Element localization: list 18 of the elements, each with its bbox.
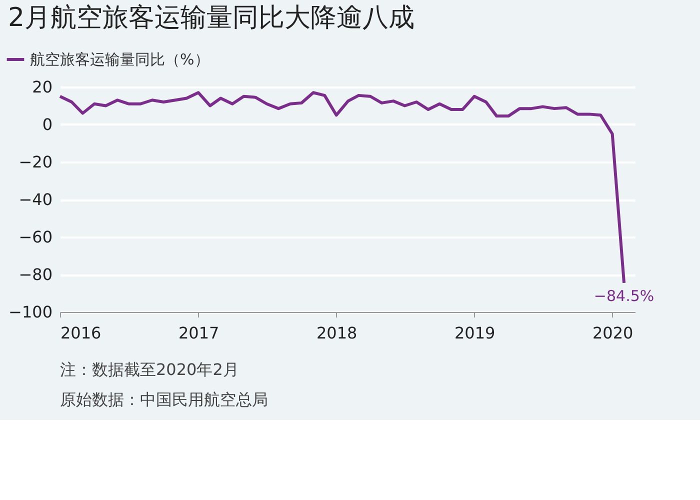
text: 原始数据：中国民用航空总局 (60, 390, 268, 409)
chart-title: 2月航空旅客运输量同比大降逾八成 (8, 3, 415, 33)
x-tick-label: 2016 (60, 324, 102, 342)
y-tick-label: 20 (32, 78, 52, 96)
y-tick-label: −100 (8, 302, 52, 322)
legend-label: 航空旅客运输量同比（%） (30, 50, 210, 68)
y-tick-label: −20 (18, 152, 52, 172)
x-tick-label: 2018 (316, 324, 358, 342)
annotation: −84.5% (594, 286, 654, 305)
x-tick-label: 2017 (178, 324, 220, 342)
y-tick-label: −80 (18, 265, 52, 284)
y-tick-label: 0 (42, 115, 52, 134)
x-tick-label: 2019 (454, 324, 496, 342)
text: 注：数据截至2020年2月 (60, 360, 239, 379)
line-series (58, 91, 626, 284)
y-tick-label: −60 (18, 228, 52, 246)
x-tick-label: 2020 (592, 324, 634, 342)
y-tick-label: −40 (18, 190, 52, 209)
